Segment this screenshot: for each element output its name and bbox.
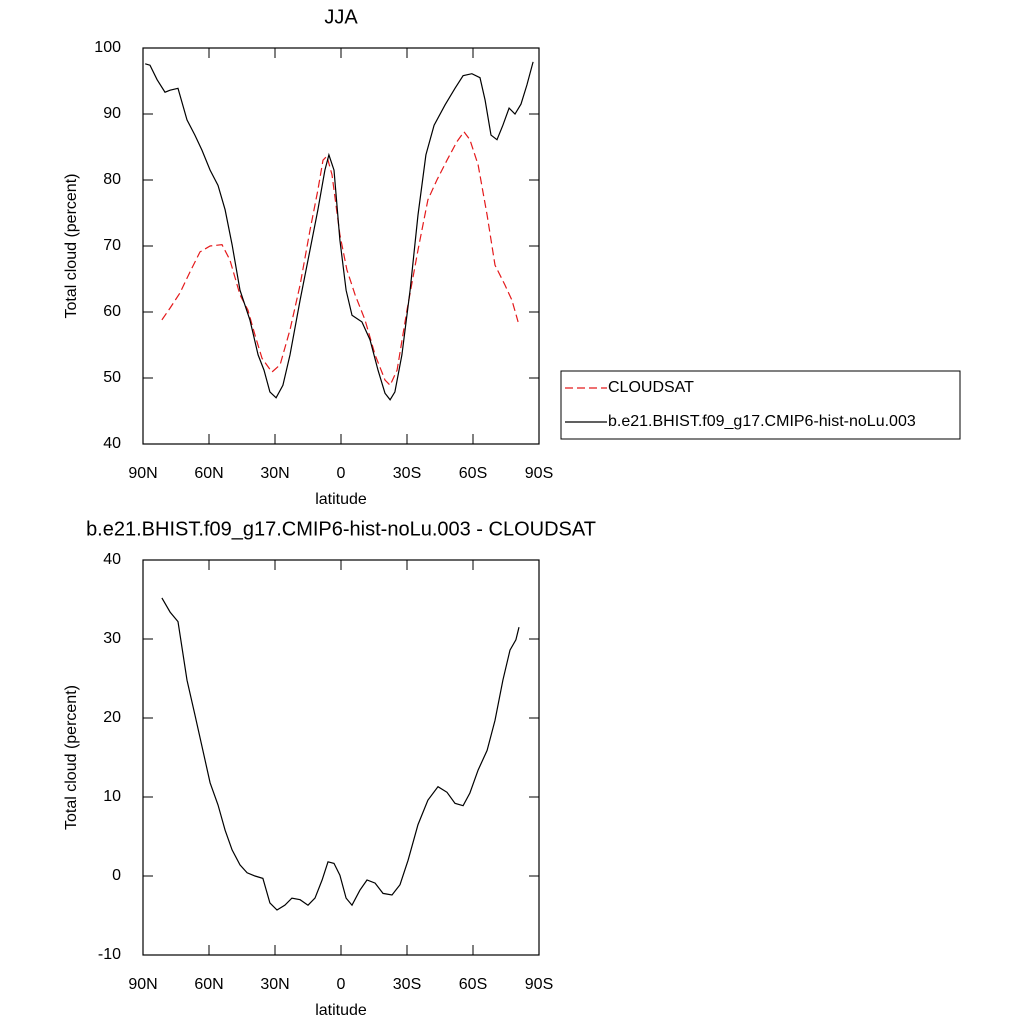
x-tick-label: 60S bbox=[459, 465, 487, 482]
data-line bbox=[161, 130, 519, 387]
x-tick-label: 90N bbox=[128, 465, 157, 482]
x-tick-label: 0 bbox=[337, 976, 346, 993]
plot-frame bbox=[142, 559, 540, 956]
y-tick-label: 20 bbox=[103, 709, 121, 726]
x-tick-label: 30S bbox=[393, 976, 421, 993]
y-tick-label: 30 bbox=[103, 630, 121, 647]
x-tick-label: 60N bbox=[194, 976, 223, 993]
x-tick-label: 90S bbox=[525, 976, 553, 993]
y-axis-label: Total cloud (percent) bbox=[63, 174, 80, 319]
y-tick-label: 50 bbox=[103, 369, 121, 386]
legend-label: CLOUDSAT bbox=[608, 379, 694, 396]
y-tick-label: -10 bbox=[98, 946, 121, 963]
x-axis-label: latitude bbox=[315, 1002, 367, 1019]
x-axis-label: latitude bbox=[315, 491, 367, 508]
x-tick-label: 30N bbox=[260, 465, 289, 482]
x-tick-label: 30S bbox=[393, 465, 421, 482]
x-tick-label: 0 bbox=[337, 465, 346, 482]
y-tick-label: 40 bbox=[103, 435, 121, 452]
y-tick-label: 70 bbox=[103, 237, 121, 254]
x-tick-label: 90S bbox=[525, 465, 553, 482]
chart-title: b.e21.BHIST.f09_g17.CMIP6-hist-noLu.003 … bbox=[86, 518, 596, 540]
y-axis-label: Total cloud (percent) bbox=[63, 685, 80, 830]
y-tick-label: 100 bbox=[94, 39, 121, 56]
y-tick-label: 80 bbox=[103, 171, 121, 188]
x-tick-label: 30N bbox=[260, 976, 289, 993]
x-tick-label: 60S bbox=[459, 976, 487, 993]
y-tick-label: 90 bbox=[103, 105, 121, 122]
data-line bbox=[145, 61, 534, 401]
x-tick-label: 90N bbox=[128, 976, 157, 993]
data-line bbox=[161, 597, 520, 911]
y-tick-label: 60 bbox=[103, 303, 121, 320]
chart-title: JJA bbox=[324, 6, 358, 28]
y-tick-label: 10 bbox=[103, 788, 121, 805]
legend-box bbox=[560, 370, 961, 440]
y-tick-label: 0 bbox=[112, 867, 121, 884]
legend-label: b.e21.BHIST.f09_g17.CMIP6-hist-noLu.003 bbox=[608, 413, 916, 430]
y-tick-label: 40 bbox=[103, 551, 121, 568]
x-tick-label: 60N bbox=[194, 465, 223, 482]
